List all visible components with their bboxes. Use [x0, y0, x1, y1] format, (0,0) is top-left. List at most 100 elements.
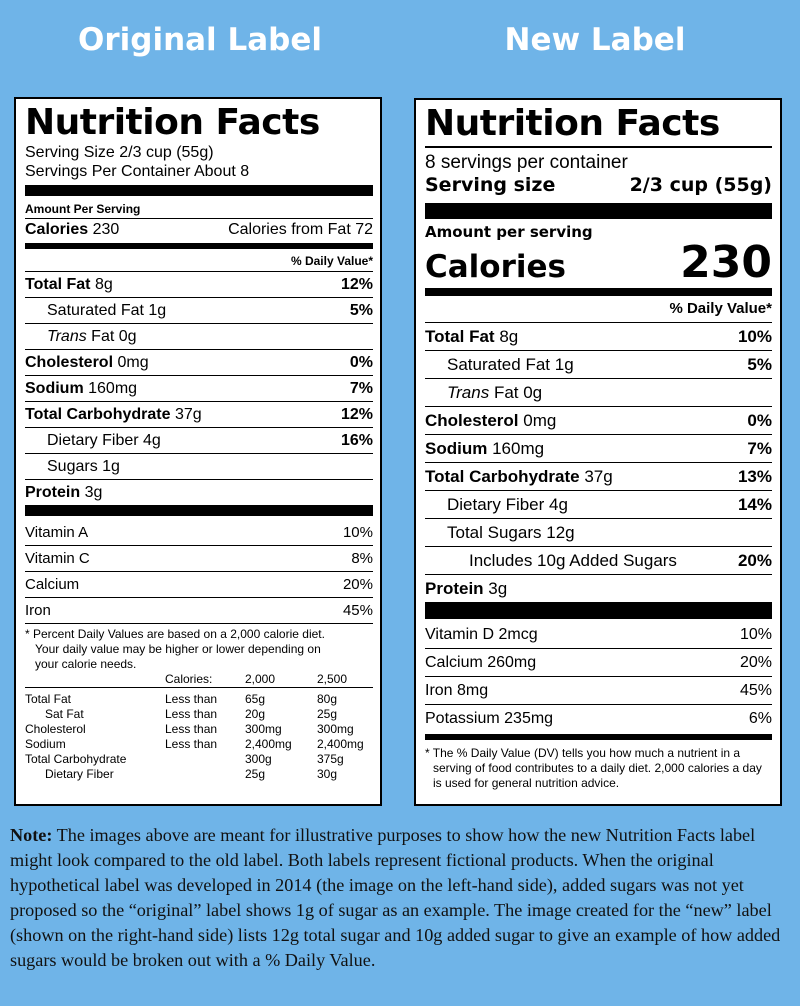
calories-from-fat: Calories from Fat 72 [228, 221, 373, 238]
servings-per-container: Servings Per Container About 8 [25, 163, 250, 180]
nutrient-name: Dietary Fiber [447, 495, 545, 514]
nutrient-amount: 0mg [117, 354, 149, 371]
note-label: Note: [10, 825, 53, 845]
reference-row: Cholesterol Less than 300mg 300mg [25, 722, 373, 737]
servings-per-container: 8 servings per container [425, 152, 628, 173]
ref-c2: 300mg [317, 722, 354, 736]
nutrient-row: Dietary Fiber 4g 14% [425, 491, 772, 519]
nutrient-amount: 4g [549, 495, 568, 514]
vitamin-row: Vitamin D 2mcg 10% [425, 621, 772, 649]
vitamin-name: Iron 8mg [425, 682, 489, 699]
nutrient-dv: 7% [349, 380, 373, 397]
ref-c1: 25g [245, 767, 266, 781]
calories-row: Calories 230 [425, 241, 772, 286]
nutrient-row: Saturated Fat 1g 5% [425, 351, 772, 379]
reference-table: Calories: 2,000 2,500 Total Fat Less tha… [25, 672, 373, 782]
amount-per-serving: Amount Per Serving [25, 200, 373, 219]
nutrient-name: Sodium [425, 439, 488, 458]
nutrient-name: Sodium [25, 380, 84, 397]
ref-c2: 2,400mg [317, 737, 364, 751]
nutrient-row: Trans Fat 0g [425, 379, 772, 407]
vitamin-name: Calcium 260mg [425, 654, 537, 671]
vitamin-row: Potassium 235mg 6% [425, 705, 772, 732]
nutrient-row: Sodium 160mg 7% [25, 376, 373, 402]
vitamin-row: Vitamin A 10% [25, 520, 373, 546]
serving-size: Serving Size 2/3 cup (55g) [25, 144, 214, 161]
nutrient-row: Total Carbohydrate 37g 13% [425, 463, 772, 491]
divider-thick [25, 185, 373, 196]
nutrient-row: Sugars 1g [25, 454, 373, 480]
nutrient-dv: 5% [747, 355, 772, 374]
divider-medium [25, 243, 373, 249]
serving-size-value: 2/3 cup (55g) [629, 174, 772, 196]
nutrient-row: Total Sugars 12g [425, 519, 772, 547]
vitamin-row: Iron 45% [25, 598, 373, 624]
nutrient-name: Saturated Fat [447, 355, 551, 374]
vitamin-dv: 6% [748, 710, 772, 727]
ref-name: Sat Fat [45, 707, 84, 721]
nutrient-row: Protein 3g [425, 575, 772, 602]
vitamin-name: Vitamin D 2mcg [425, 626, 538, 643]
vitamin-dv: 20% [739, 654, 772, 671]
nutrient-amount: 0mg [523, 411, 557, 430]
nutrient-amount: Fat 0g [91, 328, 137, 345]
vitamin-row: Iron 8mg 45% [425, 677, 772, 705]
nutrient-amount: 8g [499, 327, 519, 346]
nutrient-row: Cholesterol 0mg 0% [425, 407, 772, 435]
ref-cmp: Less than [165, 692, 218, 706]
ref-c2: 375g [317, 752, 344, 766]
note-paragraph: Note: The images above are meant for ill… [10, 823, 795, 973]
vitamin-row: Vitamin C 8% [25, 546, 373, 572]
nutrient-name: Total Carbohydrate [425, 467, 580, 486]
nutrient-dv: 13% [737, 467, 772, 486]
nutrient-row: Total Fat 8g 12% [25, 272, 373, 298]
nutrient-amount: 4g [143, 432, 161, 449]
nutrient-amount: Fat 0g [493, 383, 543, 402]
nutrient-name: Total Fat [25, 276, 91, 293]
nutrient-row: Trans Fat 0g [25, 324, 373, 350]
calories-row: Calories 230 Calories from Fat 72 [25, 219, 373, 241]
ref-c1: 2,400mg [245, 737, 292, 751]
nutrient-dv: 0% [747, 411, 772, 430]
vitamin-row: Calcium 260mg 20% [425, 649, 772, 677]
ref-col-2000: 2,000 [245, 672, 276, 686]
nutrient-name: Cholesterol [25, 354, 114, 371]
nutrient-amount: 37g [174, 406, 202, 423]
vitamin-name: Calcium [25, 576, 80, 593]
ref-name: Dietary Fiber [45, 767, 114, 781]
nutrient-name: Total Carbohydrate [25, 406, 171, 423]
calories-label: Calories [25, 221, 89, 238]
amount-per-serving: Amount per serving [425, 223, 593, 241]
vitamin-dv: 20% [342, 576, 373, 593]
nutrient-amount: 8g [94, 276, 113, 293]
label-title: Nutrition Facts [425, 103, 720, 144]
nutrient-amount: 3g [84, 484, 103, 501]
ref-cmp: Less than [165, 707, 218, 721]
nutrient-amount: 1g [554, 355, 574, 374]
vitamin-dv: 8% [351, 550, 373, 567]
nutrient-dv: 12% [340, 276, 373, 293]
vitamin-row: Calcium 20% [25, 572, 373, 598]
divider-thick [25, 505, 373, 516]
ref-cmp: Less than [165, 737, 218, 751]
ref-c2: 80g [317, 692, 338, 706]
nutrient-amount: 3g [488, 579, 508, 598]
footnote: * The % Daily Value (DV) tells you how m… [425, 746, 762, 790]
vitamin-dv: 45% [739, 682, 772, 699]
ref-c2: 30g [317, 767, 338, 781]
ref-cmp [165, 752, 245, 767]
ref-name: Sodium [25, 737, 66, 751]
divider-medium [425, 288, 772, 296]
calories-value: 230 [92, 221, 120, 238]
serving-size-row: Serving size 2/3 cup (55g) [425, 174, 772, 197]
ref-cmp: Less than [165, 722, 218, 736]
nutrient-amount: 12g [546, 523, 575, 542]
vitamin-name: Vitamin C [25, 550, 90, 567]
nutrient-dv: 12% [340, 406, 373, 423]
nutrient-amount: 160mg [492, 439, 545, 458]
vitamin-dv: 10% [342, 524, 373, 541]
daily-value-header: % Daily Value* [425, 296, 772, 323]
vitamin-dv: 45% [342, 602, 373, 619]
nutrient-name: Dietary Fiber [47, 432, 139, 449]
original-nutrition-label: Nutrition Facts Serving Size 2/3 cup (55… [14, 97, 382, 806]
